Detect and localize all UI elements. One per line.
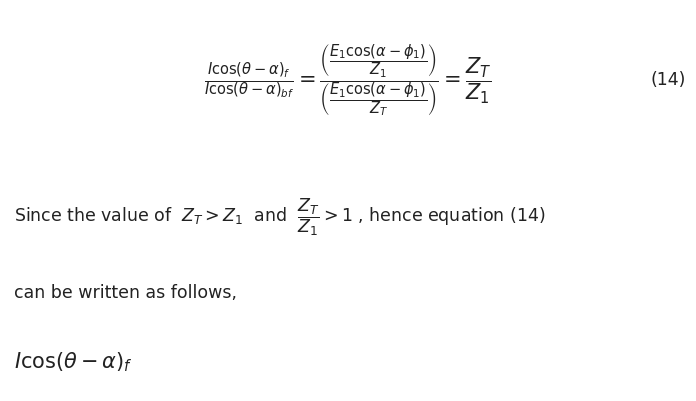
Text: (14): (14) — [650, 71, 686, 89]
Text: $I\cos(\theta-\alpha)_{f}$: $I\cos(\theta-\alpha)_{f}$ — [14, 349, 133, 373]
Text: can be written as follows,: can be written as follows, — [14, 284, 237, 302]
Text: $\frac{I\cos(\theta-\alpha)_{f}}{I\cos(\theta-\alpha)_{bf}} = \frac{\left(\dfrac: $\frac{I\cos(\theta-\alpha)_{f}}{I\cos(\… — [205, 42, 491, 118]
Text: Since the value of  $Z_T>Z_1$  and  $\dfrac{Z_T}{Z_1}>1$ , hence equation (14): Since the value of $Z_T>Z_1$ and $\dfrac… — [14, 196, 546, 237]
